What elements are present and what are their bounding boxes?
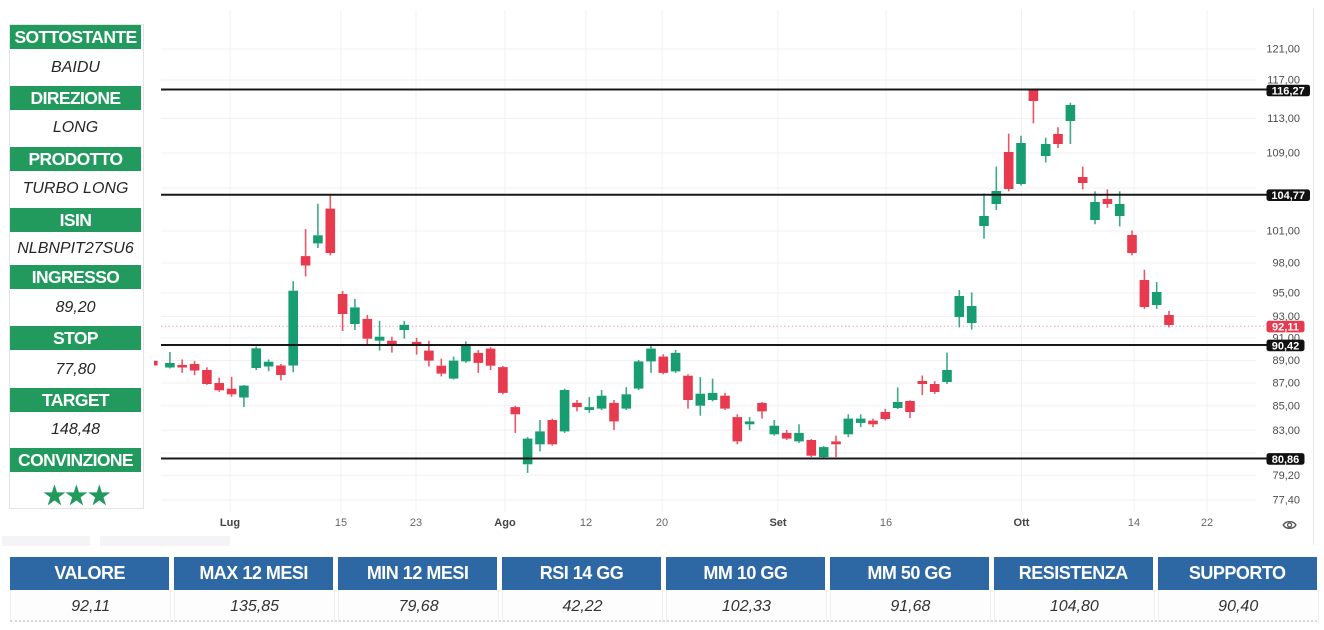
svg-text:85,00: 85,00 [1272, 400, 1300, 412]
svg-text:14: 14 [1128, 517, 1140, 529]
svg-text:90,42: 90,42 [1272, 340, 1300, 352]
svg-text:104,77: 104,77 [1271, 190, 1305, 202]
svg-text:92,11: 92,11 [1272, 322, 1299, 334]
svg-text:16: 16 [880, 517, 892, 529]
svg-text:83,00: 83,00 [1272, 425, 1300, 437]
svg-text:117,00: 117,00 [1267, 75, 1300, 87]
svg-text:87,00: 87,00 [1272, 378, 1300, 390]
svg-text:101,00: 101,00 [1266, 226, 1300, 238]
svg-text:Ago: Ago [494, 517, 516, 529]
svg-text:79,20: 79,20 [1272, 470, 1300, 482]
svg-text:121,00: 121,00 [1266, 44, 1300, 56]
svg-text:15: 15 [335, 517, 347, 529]
svg-text:12: 12 [580, 517, 592, 529]
svg-text:98,00: 98,00 [1272, 258, 1300, 270]
svg-text:22: 22 [1201, 517, 1213, 529]
svg-text:93,00: 93,00 [1272, 311, 1300, 323]
svg-text:23: 23 [410, 517, 422, 529]
svg-text:77,40: 77,40 [1272, 495, 1300, 507]
svg-text:113,00: 113,00 [1267, 113, 1300, 125]
svg-text:Lug: Lug [220, 517, 240, 529]
svg-text:20: 20 [656, 517, 668, 529]
svg-text:116,27: 116,27 [1272, 85, 1305, 97]
svg-text:Set: Set [769, 517, 786, 529]
svg-text:109,00: 109,00 [1266, 148, 1300, 160]
svg-text:89,00: 89,00 [1272, 355, 1300, 367]
svg-text:95,00: 95,00 [1272, 288, 1300, 300]
svg-text:Ott: Ott [1014, 517, 1030, 529]
svg-text:80,86: 80,86 [1272, 454, 1300, 466]
